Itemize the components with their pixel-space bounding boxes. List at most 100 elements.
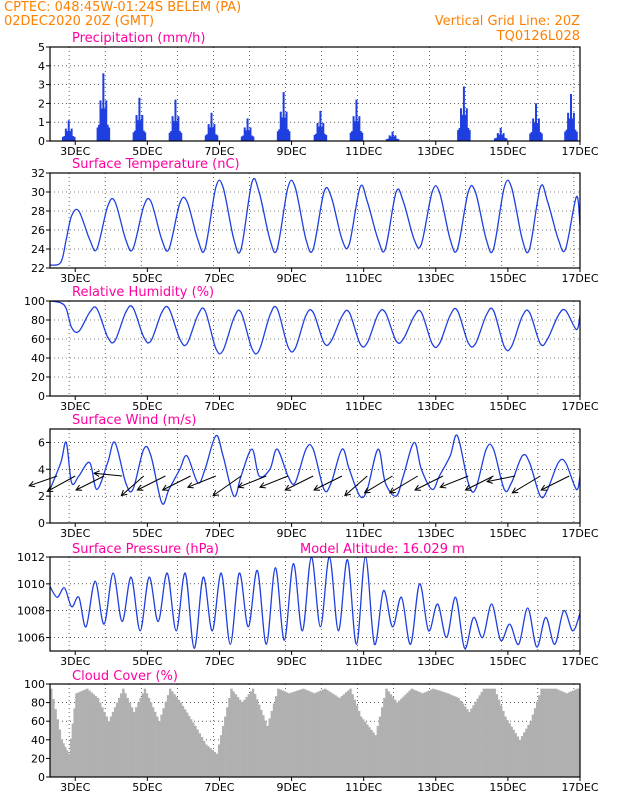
precip-bar	[352, 116, 355, 141]
cloud-bar	[349, 688, 352, 777]
cloud-bar	[143, 688, 147, 777]
rh-xtick-label: 15DEC	[489, 400, 526, 413]
wind-arrow-head	[212, 490, 220, 497]
cloud-bar	[202, 740, 206, 777]
rh-ytick-label: 80	[31, 314, 45, 327]
cloud-bar	[550, 688, 554, 777]
pres-xtick-label: 17DEC	[561, 655, 598, 668]
precip-xtick-label: 5DEC	[132, 145, 162, 158]
cloud-bar	[478, 695, 481, 777]
cloud-bar	[213, 751, 217, 777]
precip-bar	[99, 100, 102, 141]
cloud-bar	[270, 710, 274, 777]
precip-ytick-label: 5	[38, 41, 45, 54]
wind-frame	[49, 428, 581, 524]
cloud-panel: 0 20 40 60 80 100 3DEC 5DEC 7DEC 9DEC 11DEC 13DEC 15…	[24, 678, 599, 794]
cloud-bar	[419, 692, 422, 777]
precip-bar	[468, 130, 471, 141]
precip-bar	[138, 97, 141, 141]
cloud-bar	[556, 689, 560, 777]
precip-bar	[540, 133, 543, 141]
cloud-bar	[374, 735, 377, 777]
pres-xtick-label: 5DEC	[132, 655, 162, 668]
cloud-bar	[461, 703, 465, 777]
cloud-bar	[495, 694, 499, 777]
precip-bar	[96, 127, 99, 141]
cloud-bar	[520, 736, 524, 777]
precip-bar	[385, 139, 388, 141]
cloud-bar	[364, 721, 367, 777]
cloud-bar	[113, 707, 117, 777]
cloud-bar	[510, 726, 513, 777]
precip-bar	[457, 130, 460, 141]
precip-bar	[136, 120, 139, 141]
cloud-bar	[378, 716, 382, 777]
cloud-bar	[506, 719, 509, 777]
cloud-bar	[215, 753, 219, 777]
wind-arrow	[212, 475, 242, 497]
header-model-code: TQ0126L028	[496, 29, 580, 44]
precip-bar	[569, 94, 572, 141]
cloud-bar	[60, 739, 63, 777]
pres-xtick-label: 15DEC	[489, 655, 526, 668]
rh-xtick-label: 13DEC	[417, 400, 454, 413]
cloud-bar	[185, 712, 189, 777]
wind-arrow-head	[486, 477, 493, 484]
rh-xtick-label: 7DEC	[204, 400, 234, 413]
precip-bar	[529, 133, 532, 141]
cloud-bar	[75, 693, 78, 777]
wind-arrow	[512, 475, 541, 494]
cloud-bar	[552, 688, 556, 777]
cloud-bar	[171, 691, 174, 777]
cloud-bar	[357, 710, 361, 777]
precip-ytick-label: 1	[38, 116, 45, 129]
rh-panel: 0 20 40 60 80 100 3DEC 5DEC 7DEC 9DEC 11DEC 13DEC 15…	[24, 295, 599, 413]
cloud-bar	[135, 707, 138, 777]
precip-bar	[536, 122, 539, 141]
cloud-bar	[389, 694, 393, 777]
wind-xtick-label: 17DEC	[561, 527, 598, 540]
precip-bar	[502, 133, 505, 141]
pres-xtick-label: 13DEC	[417, 655, 454, 668]
cloud-bar	[92, 694, 96, 777]
precip-bar	[139, 120, 142, 141]
precip-bar	[320, 126, 323, 141]
cloud-bar	[256, 699, 259, 777]
temp-xtick-label: 5DEC	[132, 272, 162, 285]
wind-arrow	[313, 475, 343, 491]
temp-xtick-label: 9DEC	[277, 272, 307, 285]
wind-series-line	[50, 434, 580, 505]
wind-arrow-head	[511, 487, 519, 494]
cloud-bar	[563, 692, 566, 777]
cloud-bar	[264, 720, 267, 777]
cloud-bar	[372, 732, 375, 777]
cloud-bar	[268, 718, 271, 777]
temp-panel: 22 24 26 28 30 32 3DEC 5DEC 7DEC 9DEC 11DEC 13DEC 15…	[31, 167, 599, 285]
cloud-bar	[54, 709, 57, 777]
temp-xtick-label: 15DEC	[489, 272, 526, 285]
wind-ytick-label: 4	[38, 463, 45, 476]
temp-frame	[49, 172, 581, 269]
pres-xtick-label: 3DEC	[60, 655, 90, 668]
cloud-bar	[183, 709, 187, 777]
cloud-bar	[421, 693, 424, 777]
precip-bar	[394, 135, 397, 141]
cloud-bar	[124, 693, 127, 777]
cloud-bar	[499, 705, 503, 777]
rh-xtick-label: 17DEC	[561, 400, 598, 413]
precip-bar	[539, 131, 542, 141]
cloud-bar	[540, 688, 543, 777]
rh-title: Relative Humidity (%)	[72, 285, 214, 300]
precip-ytick-label: 4	[38, 60, 45, 73]
precip-bar	[501, 134, 504, 141]
cloud-bar	[440, 691, 443, 777]
precip-bar	[66, 131, 69, 141]
wind-arrow-head	[237, 482, 245, 489]
cloud-bar	[139, 697, 142, 777]
precip-bar	[175, 121, 178, 141]
wind-arrow-head	[344, 489, 351, 497]
precip-bar	[286, 129, 289, 141]
cloud-bar	[347, 690, 350, 777]
cloud-bar	[572, 690, 575, 777]
